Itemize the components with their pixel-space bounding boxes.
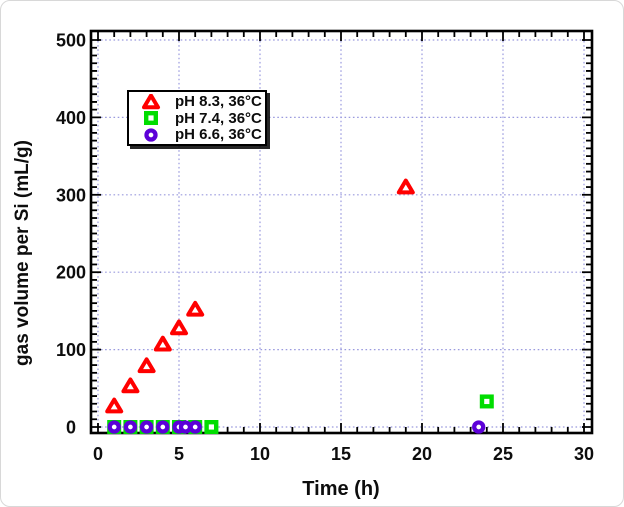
svg-text:5: 5 [174,444,184,464]
svg-text:15: 15 [331,444,351,464]
y-tick-labels: 0 100 200 300 400 500 [56,31,86,438]
svg-text:30: 30 [574,444,594,464]
svg-text:20: 20 [412,444,432,464]
legend-item-ph74: pH 7.4, 36°C [129,109,265,127]
legend-label: pH 7.4, 36°C [175,109,262,127]
legend-item-ph66: pH 6.6, 36°C [129,126,265,143]
svg-text:200: 200 [56,263,86,283]
plot-frame [89,29,594,435]
circle-marker-icon [144,127,158,142]
square-marker-icon [144,111,159,126]
series-circle [107,420,486,434]
svg-text:0: 0 [66,418,76,438]
svg-text:400: 400 [56,108,86,128]
legend-label: pH 6.6, 36°C [175,126,262,143]
triangle-marker-icon [142,93,160,109]
x-tick-labels: 0 5 10 15 20 25 30 [93,444,594,464]
legend: pH 8.3, 36°C pH 7.4, 36°C pH 6.6, 36°C [127,90,267,146]
svg-text:500: 500 [56,31,86,51]
svg-text:10: 10 [250,444,270,464]
y-axis-title: gas volume per Si (mL/g) [12,140,33,366]
legend-label: pH 8.3, 36°C [175,93,262,110]
svg-text:0: 0 [93,444,103,464]
x-axis-title: Time (h) [302,478,380,500]
svg-text:25: 25 [493,444,513,464]
svg-text:100: 100 [56,340,86,360]
legend-item-ph83: pH 8.3, 36°C [129,93,265,110]
svg-text:300: 300 [56,185,86,205]
series-triangle [105,178,415,414]
